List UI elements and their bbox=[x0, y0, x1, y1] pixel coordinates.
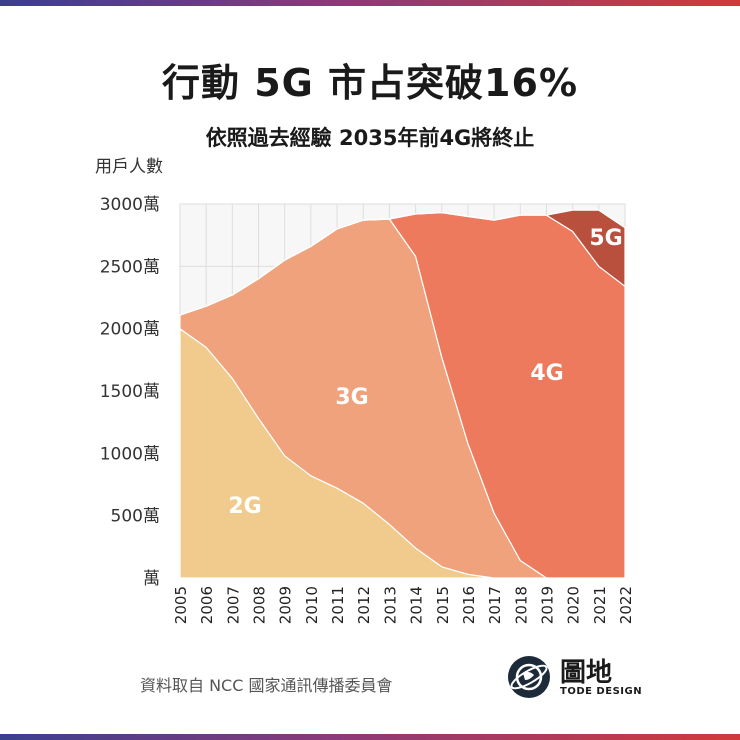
series-label-2G: 2G bbox=[228, 494, 261, 519]
x-tick-label: 2014 bbox=[408, 586, 426, 624]
y-tick-label: 2500萬 bbox=[100, 257, 160, 277]
y-tick-label: 1000萬 bbox=[100, 444, 160, 464]
x-tick-label: 2015 bbox=[434, 586, 452, 624]
x-tick-label: 2011 bbox=[329, 586, 347, 624]
area-5G bbox=[179, 209, 626, 316]
series-labels: 2G 3G 4G 5G bbox=[228, 226, 622, 519]
top-accent-bar bbox=[0, 0, 740, 6]
x-tick-label: 2016 bbox=[460, 586, 478, 624]
source-note: 資料取自 NCC 國家通訊傳播委員會 bbox=[140, 676, 393, 695]
x-tick-label: 2013 bbox=[381, 586, 399, 624]
chart-areas bbox=[179, 209, 626, 579]
x-tick-label: 2007 bbox=[224, 586, 242, 624]
x-tick-label: 2017 bbox=[486, 586, 504, 624]
y-tick-label: 2000萬 bbox=[100, 320, 160, 340]
x-tick-label: 2020 bbox=[565, 586, 583, 624]
y-tick-label: 3000萬 bbox=[100, 195, 160, 215]
y-axis-ticks: 萬 500萬 1000萬 1500萬 2000萬 2500萬 3000萬 bbox=[100, 195, 160, 589]
x-tick-label: 2018 bbox=[512, 586, 530, 624]
y-tick-label: 萬 bbox=[143, 569, 160, 589]
x-axis-ticks: 2005 2006 2007 2008 2009 2010 2011 2012 2013 2014… bbox=[172, 586, 635, 624]
brand-logo: 圖地 TODE DESIGN bbox=[508, 652, 643, 702]
globe-icon bbox=[508, 656, 550, 698]
x-tick-label: 2021 bbox=[591, 586, 609, 624]
page-subtitle: 依照過去經驗 2035年前4G將終止 bbox=[205, 126, 535, 150]
y-tick-label: 1500萬 bbox=[100, 382, 160, 402]
logo-name: 圖地 bbox=[560, 658, 613, 688]
bottom-accent-bar bbox=[0, 734, 740, 740]
logo-subtitle: TODE DESIGN bbox=[560, 686, 643, 697]
series-label-4G: 4G bbox=[530, 361, 563, 386]
x-tick-label: 2005 bbox=[172, 586, 190, 624]
series-label-5G: 5G bbox=[589, 226, 622, 251]
page-title: 行動 5G 市占突破16% bbox=[161, 61, 579, 105]
x-tick-label: 2006 bbox=[198, 586, 216, 624]
y-tick-label: 500萬 bbox=[111, 507, 160, 527]
x-tick-label: 2010 bbox=[303, 586, 321, 624]
x-tick-label: 2009 bbox=[277, 586, 295, 624]
x-tick-label: 2008 bbox=[251, 586, 269, 624]
y-axis-label: 用戶人數 bbox=[95, 157, 163, 177]
series-label-3G: 3G bbox=[335, 385, 368, 410]
x-tick-label: 2019 bbox=[538, 586, 556, 624]
x-tick-label: 2012 bbox=[355, 586, 373, 624]
x-tick-label: 2022 bbox=[617, 586, 635, 624]
